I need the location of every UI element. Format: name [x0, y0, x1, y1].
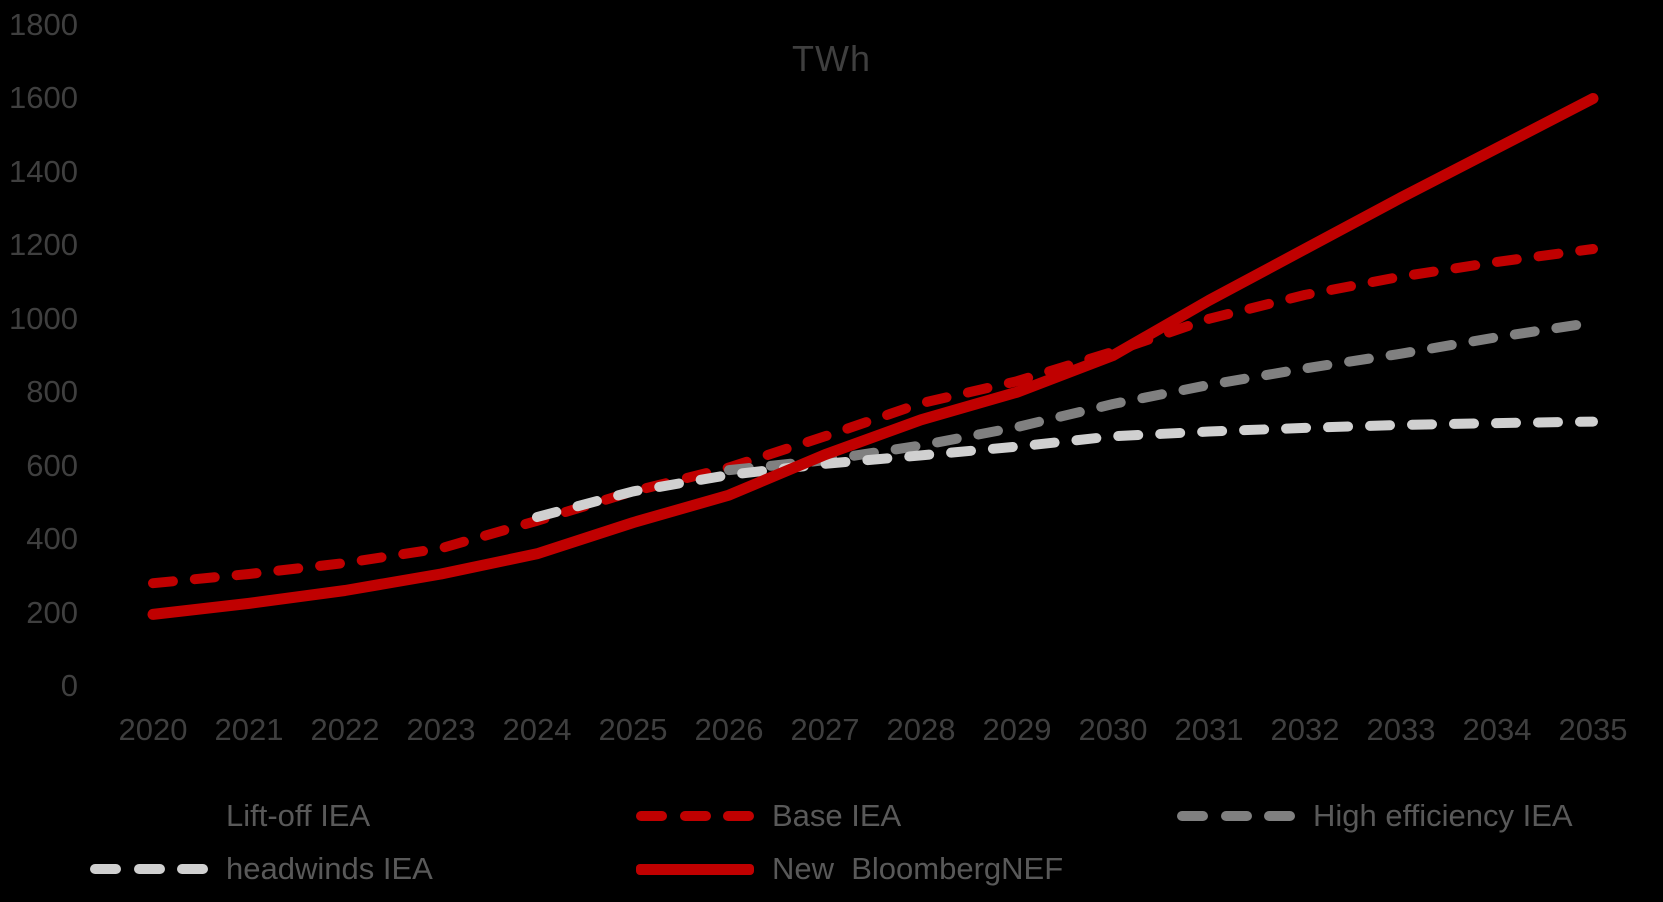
y-tick-label-600: 600 — [26, 447, 78, 483]
dash-swatch — [133, 811, 165, 821]
legend-label-high-efficiency-iea: High efficiency IEA — [1313, 798, 1573, 833]
legend-item-headwinds-iea: headwinds IEA — [90, 849, 433, 889]
solid-line-swatch — [636, 863, 754, 875]
y-tick-label-200: 200 — [26, 594, 78, 630]
x-tick-label-2023: 2023 — [406, 712, 476, 747]
x-tick-label-2030: 2030 — [1078, 712, 1148, 747]
series-line-headwinds-iea — [532, 416, 1598, 523]
dash-swatch — [177, 864, 208, 874]
dash-swatch — [90, 811, 121, 821]
legend-marker-new-bloombergnef-solid-line-icon — [636, 863, 754, 875]
x-tick-label-2029: 2029 — [982, 712, 1052, 747]
series-line-high-efficiency-iea — [724, 317, 1598, 476]
dash-swatch — [90, 864, 121, 874]
x-tick-label-2026: 2026 — [694, 712, 764, 747]
y-tick-label-1600: 1600 — [9, 80, 78, 116]
dash-swatch — [636, 811, 667, 821]
legend-item-high-efficiency-iea: High efficiency IEA — [1177, 796, 1573, 836]
x-tick-label-2021: 2021 — [214, 712, 284, 747]
y-tick-label-0: 0 — [60, 668, 78, 703]
dash-swatch — [1264, 811, 1295, 821]
y-tick-label-800: 800 — [26, 374, 78, 410]
dash-swatch — [1220, 811, 1252, 821]
legend-marker-high-efficiency-iea-dashed-line-icon — [1177, 811, 1295, 821]
legend-label-lift-off-iea: Lift-off IEA — [226, 798, 371, 833]
x-tick-label-2032: 2032 — [1270, 712, 1340, 747]
dash-swatch — [133, 864, 165, 874]
legend-label-base-iea: Base IEA — [772, 798, 902, 833]
y-tick-label-1800: 1800 — [9, 7, 78, 43]
x-tick-label-2028: 2028 — [886, 712, 956, 747]
y-tick-label-1000: 1000 — [9, 300, 78, 336]
y-tick-label-1400: 1400 — [9, 153, 78, 189]
x-tick-label-2033: 2033 — [1366, 712, 1436, 747]
x-tick-label-2031: 2031 — [1174, 712, 1244, 747]
dash-swatch — [679, 811, 711, 821]
dash-swatch — [177, 811, 208, 821]
legend-item-lift-off-iea: Lift-off IEA — [90, 796, 370, 836]
x-tick-label-2034: 2034 — [1462, 712, 1532, 747]
chart-title: TWh — [792, 38, 871, 79]
dash-swatch — [723, 811, 754, 821]
x-tick-label-2025: 2025 — [598, 712, 668, 747]
series-line-base-iea — [148, 244, 1598, 589]
legend-label-headwinds-iea: headwinds IEA — [226, 851, 433, 886]
x-tick-label-2027: 2027 — [790, 712, 860, 747]
legend-marker-lift-off-iea-dashed-line-icon — [90, 811, 208, 821]
legend-label-new-bloombergnef: New BloombergNEF — [772, 851, 1064, 886]
x-tick-label-2022: 2022 — [310, 712, 380, 747]
x-tick-label-2024: 2024 — [502, 712, 572, 747]
legend-item-new-bloombergnef: New BloombergNEF — [636, 849, 1063, 889]
x-tick-label-2035: 2035 — [1558, 712, 1628, 747]
legend-marker-base-iea-dashed-line-icon — [636, 811, 754, 821]
legend-item-base-iea: Base IEA — [636, 796, 901, 836]
legend-marker-headwinds-iea-dashed-line-icon — [90, 864, 208, 874]
x-tick-label-2020: 2020 — [118, 712, 188, 747]
y-tick-label-1200: 1200 — [9, 227, 78, 263]
dash-swatch — [1177, 811, 1208, 821]
y-tick-label-400: 400 — [26, 521, 78, 557]
series-line-new-bloombergnef — [147, 93, 1599, 620]
